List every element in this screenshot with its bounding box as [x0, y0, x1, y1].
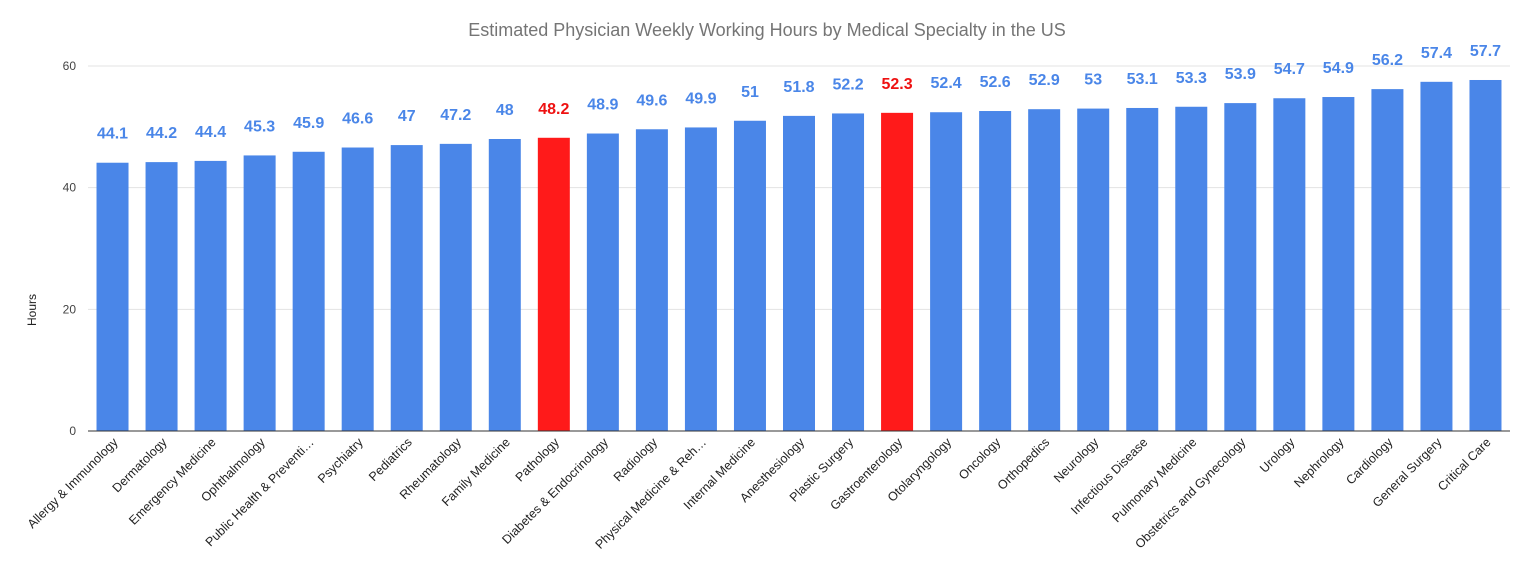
bar: [881, 112, 914, 431]
data-label: 57.7: [1470, 43, 1501, 60]
data-label: 53: [1084, 72, 1102, 89]
data-label: 45.3: [244, 118, 275, 135]
bar: [979, 111, 1012, 432]
x-axis-ticks: Allergy & ImmunologyDermatologyEmergency…: [25, 435, 1494, 552]
y-axis-ticks: 0 20 40 60: [63, 59, 77, 438]
data-label: 48.2: [538, 101, 569, 118]
data-label: 53.9: [1225, 66, 1256, 83]
x-tick-label: Cardiology: [1343, 435, 1396, 488]
bar: [439, 143, 472, 431]
data-label: 57.4: [1421, 45, 1452, 62]
data-label: 56.2: [1372, 52, 1403, 69]
y-tick-label: 40: [63, 181, 77, 195]
data-label: 48.9: [587, 97, 618, 114]
x-tick-label: Orthopedics: [995, 435, 1053, 493]
bar: [390, 145, 423, 432]
x-tick-label: Critical Care: [1435, 435, 1494, 494]
bar: [1322, 97, 1355, 432]
bar: [586, 133, 619, 431]
x-tick-label: Radiology: [611, 435, 661, 485]
data-label: 52.4: [931, 75, 962, 92]
chart-title: Estimated Physician Weekly Working Hours…: [468, 20, 1066, 40]
bar: [930, 112, 963, 431]
data-label: 44.1: [97, 126, 128, 143]
bar: [243, 155, 276, 432]
data-label: 52.3: [881, 76, 912, 93]
bar: [341, 147, 374, 431]
data-label: 44.2: [146, 125, 177, 142]
data-label: 47.2: [440, 107, 471, 124]
data-label: 53.1: [1127, 71, 1158, 88]
data-label: 45.9: [293, 115, 324, 132]
data-label: 53.3: [1176, 70, 1207, 87]
y-tick-label: 0: [69, 424, 76, 438]
x-tick-label: Neurology: [1051, 435, 1102, 486]
bar: [537, 137, 570, 432]
bar: [733, 120, 766, 431]
y-tick-label: 60: [63, 59, 77, 73]
data-label: 44.4: [195, 124, 226, 141]
data-labels: 44.1 44.2 44.4 45.3 45.9 46.6 47 47.2 48 48.2 48.9…: [97, 43, 1501, 143]
data-label: 46.6: [342, 111, 373, 128]
bar: [684, 127, 717, 432]
data-label: 54.9: [1323, 60, 1354, 77]
bar: [1224, 103, 1257, 431]
bar: [783, 115, 815, 431]
data-label: 52.9: [1029, 72, 1060, 89]
x-tick-label: Pulmonary Medicine: [1109, 435, 1199, 525]
bar: [96, 162, 129, 431]
x-tick-label: Urology: [1257, 435, 1298, 476]
bar: [1077, 108, 1110, 431]
x-tick-label: Oncology: [956, 435, 1004, 483]
data-label: 48: [496, 102, 514, 119]
bar: [194, 160, 227, 431]
x-tick-label: Allergy & Immunology: [25, 435, 121, 531]
bars: [96, 79, 1502, 432]
x-tick-label: Emergency Medicine: [126, 435, 218, 527]
bar: [1028, 109, 1061, 432]
data-label: 47: [398, 108, 416, 125]
data-label: 52.2: [832, 76, 863, 93]
data-label: 51.8: [783, 79, 814, 96]
x-tick-label: Psychiatry: [315, 435, 366, 486]
data-label: 54.7: [1274, 61, 1305, 78]
x-tick-label: Pediatrics: [366, 435, 415, 484]
y-tick-label: 20: [63, 302, 77, 316]
bar: [1420, 81, 1453, 432]
bar: [292, 151, 325, 431]
x-tick-label: Nephrology: [1291, 435, 1347, 491]
y-axis-label: Hours: [25, 294, 39, 326]
data-label: 49.9: [685, 90, 716, 107]
bar: [1371, 89, 1404, 431]
x-tick-label: Pathology: [513, 435, 563, 485]
data-label: 51: [741, 84, 759, 101]
bar: [832, 113, 865, 431]
data-label: 52.6: [980, 74, 1011, 91]
bar: [635, 129, 668, 431]
bar: [1175, 106, 1208, 431]
bar: [1126, 107, 1159, 431]
bar: [1469, 79, 1502, 431]
bar: [145, 162, 178, 431]
bar: [1273, 98, 1306, 431]
data-label: 49.6: [636, 92, 667, 109]
bar: [488, 139, 521, 431]
